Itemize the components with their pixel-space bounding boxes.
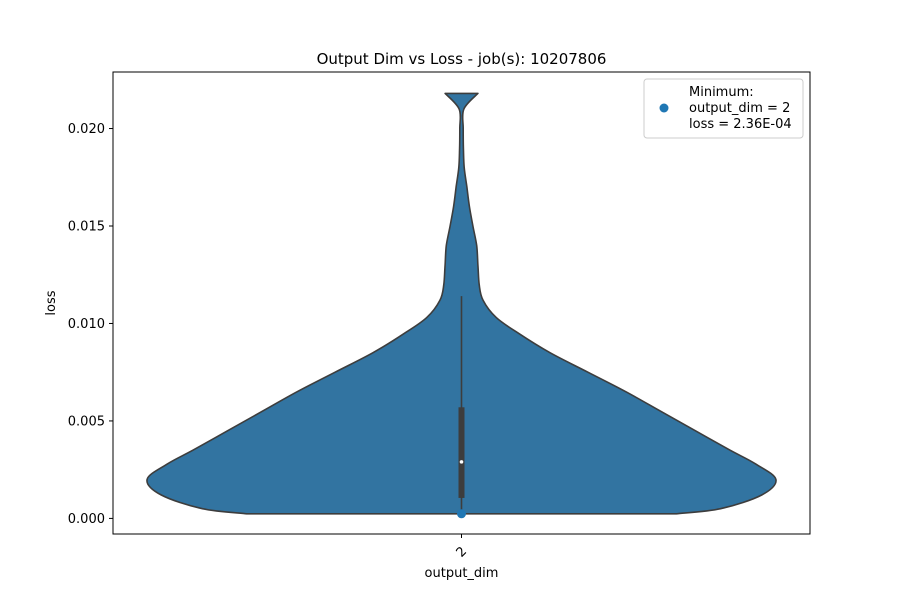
legend-box [643,78,804,139]
y-tick-label: 0.015 [68,220,105,235]
y-tick-label: 0.020 [68,122,105,137]
legend-line-1: Minimum: [689,85,754,100]
legend-line-2: output_dim = 2 [689,101,790,116]
y-tick-label: 0.005 [68,414,105,429]
y-tick-label: 0.000 [68,512,105,527]
plot-area [146,92,777,519]
y-tick-label: 0.010 [68,317,105,332]
violin-iqr-box [458,407,465,498]
violin-median-dot [459,460,464,464]
y-axis: 0.000 0.005 0.010 0.015 0.020 [68,122,113,527]
plot-frame [112,71,811,535]
legend-line-3: loss = 2.36E-04 [689,117,792,132]
chart-title: Output Dim vs Loss - job(s): 10207806 [317,50,607,68]
minimum-point-marker [457,509,466,519]
x-axis-label: output_dim [425,566,499,581]
legend: Minimum: output_dim = 2 loss = 2.36E-04 [643,78,804,139]
y-axis-label: loss [44,290,59,315]
legend-marker-minimum [659,103,669,113]
